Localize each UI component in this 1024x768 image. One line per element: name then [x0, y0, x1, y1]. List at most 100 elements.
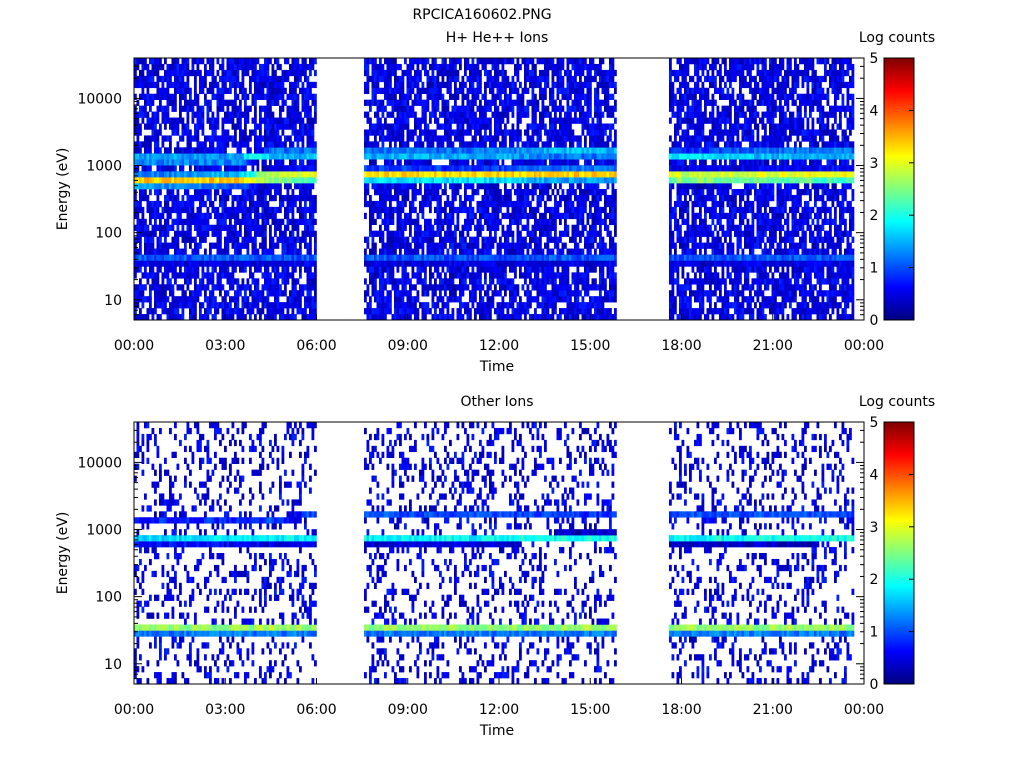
spectrogram-cell	[234, 218, 237, 226]
spectrogram-cell	[411, 218, 415, 226]
spectrogram-cell	[246, 254, 250, 261]
spectrogram-cell	[186, 218, 190, 226]
spectrogram-cell	[166, 87, 170, 95]
spectrogram-cell	[289, 87, 292, 95]
spectrogram-cell	[261, 296, 265, 303]
spectrogram-cell	[421, 278, 425, 285]
spectrogram-cell	[191, 177, 195, 184]
spectrogram-cell	[294, 200, 297, 208]
spectrogram-cell	[199, 177, 202, 184]
spectrogram-cell	[396, 177, 400, 184]
spectrogram-cell	[534, 224, 537, 231]
spectrogram-cell	[516, 242, 520, 249]
spectrogram-cell	[451, 254, 455, 261]
spectrogram-cell	[209, 200, 212, 208]
spectrogram-cell	[311, 171, 315, 178]
spectrogram-cell	[161, 284, 165, 291]
spectrogram-cell	[154, 272, 157, 279]
spectrogram-cell	[404, 308, 407, 315]
spectrogram-cell	[306, 93, 310, 100]
spectrogram-cell	[534, 159, 537, 166]
spectrogram-cell	[396, 254, 400, 261]
spectrogram-cell	[484, 141, 487, 148]
spectrogram-cell	[151, 212, 155, 220]
spectrogram-cell	[251, 302, 255, 309]
spectrogram-cell	[196, 58, 200, 65]
spectrogram-cell	[171, 314, 175, 321]
spectrogram-cell	[376, 189, 380, 196]
spectrogram-cell	[171, 254, 175, 261]
spectrogram-cell	[136, 99, 140, 106]
spectrogram-cell	[401, 123, 405, 130]
spectrogram-cell	[269, 105, 272, 112]
spectrogram-cell	[254, 206, 257, 214]
spectrogram-cell	[186, 302, 190, 309]
spectrogram-cell	[309, 105, 312, 112]
spectrogram-cell	[396, 111, 400, 118]
spectrogram-cell	[209, 63, 212, 71]
spectrogram-cell	[201, 218, 205, 226]
spectrogram-cell	[454, 147, 457, 154]
spectrogram-cell	[426, 308, 430, 315]
spectrogram-cell	[466, 93, 470, 100]
spectrogram-cell	[394, 260, 397, 267]
spectrogram-cell	[216, 272, 220, 279]
spectrogram-cell	[216, 111, 220, 118]
spectrogram-cell	[136, 290, 140, 297]
spectrogram-cell	[176, 302, 180, 309]
spectrogram-cell	[466, 99, 470, 106]
spectrogram-cell	[409, 248, 412, 255]
spectrogram-cell	[526, 147, 530, 154]
spectrogram-cell	[434, 63, 437, 71]
spectrogram-cell	[144, 153, 147, 160]
spectrogram-cell	[474, 290, 477, 297]
spectrogram-cell	[199, 159, 202, 166]
spectrogram-cell	[146, 200, 150, 208]
spectrogram-cell	[199, 284, 202, 291]
spectrogram-cell	[381, 236, 385, 243]
spectrogram-cell	[166, 224, 170, 231]
spectrogram-cell	[146, 254, 150, 261]
spectrogram-cell	[209, 290, 212, 297]
spectrogram-cell	[231, 171, 235, 178]
spectrogram-cell	[421, 141, 425, 148]
spectrogram-cell	[406, 87, 410, 95]
spectrogram-cell	[499, 111, 502, 118]
spectrogram-cell	[434, 135, 437, 142]
spectrogram-cell	[171, 117, 175, 124]
spectrogram-cell	[156, 314, 160, 321]
spectrogram-cell	[366, 242, 370, 249]
spectrogram-cell	[164, 230, 167, 237]
spectrogram-cell	[476, 93, 480, 100]
spectrogram-cell	[156, 129, 160, 136]
spectrogram-cell	[486, 75, 490, 83]
spectrogram-cell	[259, 224, 262, 231]
spectrogram-cell	[189, 290, 192, 297]
spectrogram-cell	[269, 81, 272, 89]
spectrogram-cell	[506, 194, 510, 202]
spectrogram-cell	[266, 296, 270, 303]
spectrogram-cell	[139, 105, 142, 112]
spectrogram-cell	[366, 260, 370, 267]
spectrogram-cell	[424, 165, 427, 172]
spectrogram-cell	[239, 159, 242, 166]
spectrogram-cell	[469, 69, 472, 77]
spectrogram-cell	[526, 248, 530, 255]
spectrogram-cell	[491, 75, 495, 83]
spectrogram-cell	[239, 183, 242, 190]
spectrogram-cell	[274, 123, 277, 130]
spectrogram-cell	[479, 248, 482, 255]
spectrogram-cell	[196, 296, 200, 303]
spectrogram-cell	[294, 236, 297, 243]
spectrogram-cell	[374, 99, 377, 106]
spectrogram-cell	[456, 206, 460, 214]
spectrogram-cell	[529, 200, 532, 208]
spectrogram-cell	[291, 123, 295, 130]
spectrogram-cell	[489, 236, 492, 243]
spectrogram-cell	[229, 99, 232, 106]
spectrogram-cell	[151, 314, 155, 321]
spectrogram-cell	[449, 236, 452, 243]
spectrogram-cell	[196, 206, 200, 214]
spectrogram-cell	[524, 171, 527, 178]
spectrogram-cell	[171, 284, 175, 291]
